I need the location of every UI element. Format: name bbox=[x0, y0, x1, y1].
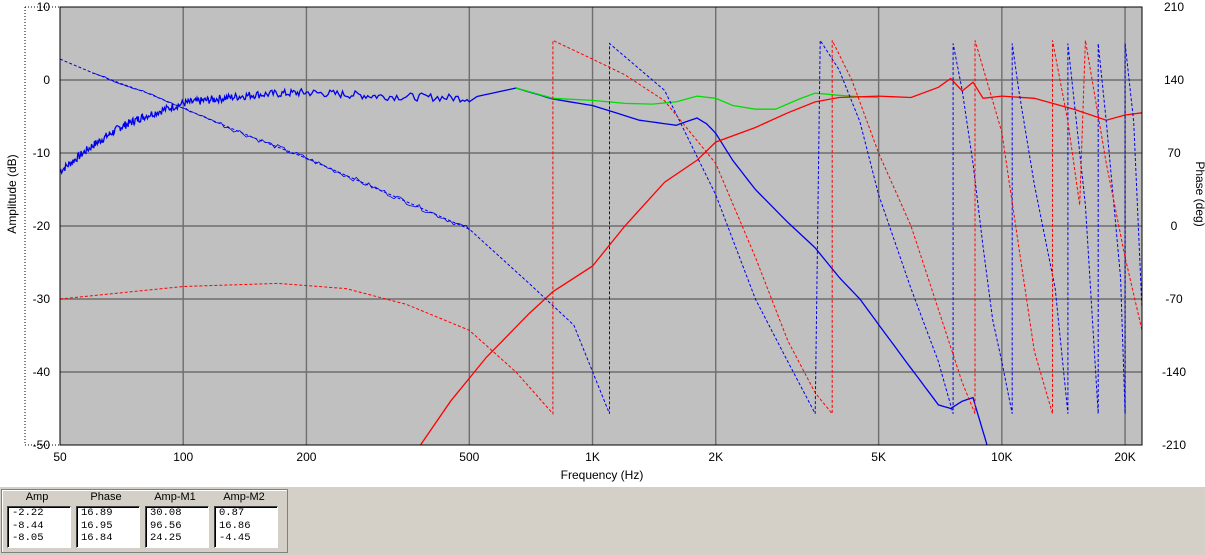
readout-value: 16.89 bbox=[81, 507, 113, 519]
readout-values-box: 30.08 96.56 24.25 bbox=[145, 506, 209, 548]
y-tick-label: -20 bbox=[33, 219, 51, 233]
x-tick-label: 500 bbox=[459, 450, 479, 464]
y2-tick-label: -140 bbox=[1162, 365, 1186, 379]
series-line-2 bbox=[515, 87, 879, 110]
y2-axis-title: Phase (deg) bbox=[1193, 161, 1205, 226]
readout-column-amp-m2: Amp-M2 0.87 16.86 -4.45 bbox=[212, 490, 278, 548]
readout-value: -2.22 bbox=[12, 507, 44, 519]
readout-panel: Amp -2.22 -8.44 -8.05 Phase 16.89 16.95 … bbox=[0, 487, 1205, 555]
readout-value: 24.25 bbox=[150, 532, 182, 544]
readout-column-amp: Amp -2.22 -8.44 -8.05 bbox=[5, 490, 71, 548]
series-line-5 bbox=[59, 39, 1143, 416]
readout-header: Amp-M1 bbox=[154, 491, 196, 503]
readout-values-box: 16.89 16.95 16.84 bbox=[76, 506, 140, 548]
x-tick-label: 10K bbox=[991, 450, 1012, 464]
readout-frame: Amp -2.22 -8.44 -8.05 Phase 16.89 16.95 … bbox=[1, 489, 288, 553]
x-tick-label: 100 bbox=[173, 450, 193, 464]
readout-header: Phase bbox=[90, 491, 122, 503]
x-tick-label: 200 bbox=[296, 450, 316, 464]
axis-labels: 50 100 200 500 1K 2K 5K 10K 20K100-10-20-30-40-5… bbox=[24, 0, 1186, 464]
x-axis-title: Frequency (Hz) bbox=[561, 468, 644, 482]
plot-border bbox=[59, 6, 1143, 446]
y-axis-title: Amplitude (dB) bbox=[5, 154, 19, 233]
y-tick-label: -30 bbox=[33, 292, 51, 306]
readout-value: 16.84 bbox=[81, 532, 113, 544]
y-tick-label: -40 bbox=[33, 365, 51, 379]
series-line-1 bbox=[59, 87, 988, 446]
y-tick-label: -50 bbox=[33, 438, 51, 452]
readout-header: Amp-M2 bbox=[223, 491, 265, 503]
y-tick-label: -10 bbox=[33, 146, 51, 160]
x-tick-label: 1K bbox=[585, 450, 600, 464]
readout-value: 96.56 bbox=[150, 519, 182, 532]
x-tick-label: 20K bbox=[1114, 450, 1135, 464]
x-tick-label: 50 bbox=[53, 450, 67, 464]
readout-value: 16.86 bbox=[219, 519, 251, 532]
readout-header: Amp bbox=[25, 491, 49, 503]
series-line-4-noise bbox=[92, 72, 470, 231]
readout-value: -8.44 bbox=[12, 519, 44, 532]
readout-values-box: -2.22 -8.44 -8.05 bbox=[7, 506, 71, 548]
frequency-response-chart: 50 100 200 500 1K 2K 5K 10K 20K100-10-20-30-40-5… bbox=[5, 0, 1205, 482]
readout-value: 16.95 bbox=[81, 519, 113, 532]
x-tick-label: 2K bbox=[708, 450, 723, 464]
y-tick-label: 0 bbox=[43, 73, 50, 87]
y2-tick-label: 70 bbox=[1167, 146, 1181, 160]
y2-tick-label: 140 bbox=[1164, 73, 1184, 87]
x-tick-label: 5K bbox=[871, 450, 886, 464]
y2-tick-label: 0 bbox=[1171, 219, 1178, 233]
readout-value: -4.45 bbox=[219, 532, 251, 544]
readout-column-amp-m1: Amp-M1 30.08 96.56 24.25 bbox=[143, 490, 209, 548]
grid bbox=[60, 7, 1142, 445]
chart-area: 50 100 200 500 1K 2K 5K 10K 20K 10 0 -10 -20 -30 -40 -5… bbox=[0, 0, 1205, 487]
readout-value: 30.08 bbox=[150, 507, 182, 519]
series-line-4 bbox=[59, 38, 1143, 414]
readout-values-box: 0.87 16.86 -4.45 bbox=[214, 506, 278, 548]
readout-value: 0.87 bbox=[219, 507, 245, 519]
y2-tick-label: -210 bbox=[1162, 438, 1186, 452]
series-line-3 bbox=[419, 77, 1143, 446]
y2-tick-label: -70 bbox=[1165, 292, 1183, 306]
series-layer bbox=[59, 38, 1143, 446]
y2-tick-label: 210 bbox=[1164, 0, 1184, 14]
readout-column-phase: Phase 16.89 16.95 16.84 bbox=[74, 490, 140, 548]
readout-value: -8.05 bbox=[12, 532, 44, 544]
